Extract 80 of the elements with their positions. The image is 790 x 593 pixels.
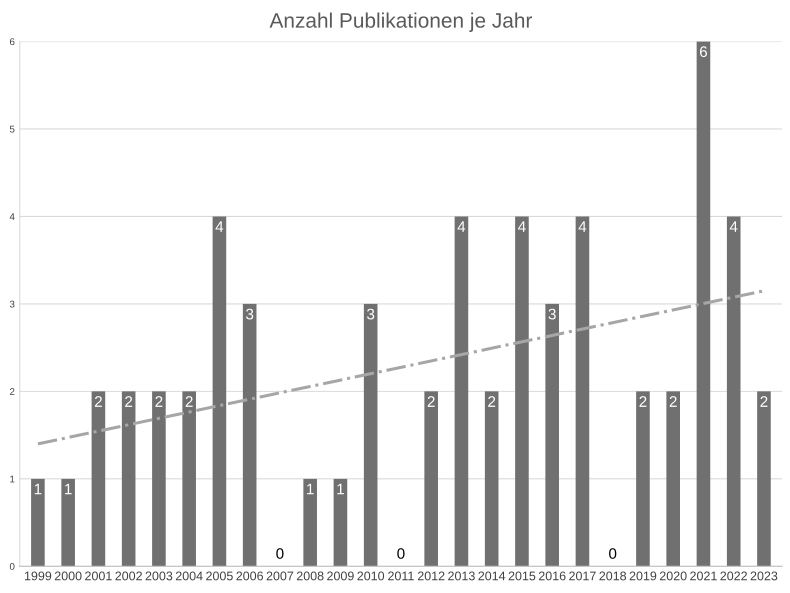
x-tick-label: 2008 bbox=[296, 572, 324, 580]
data-label: 2 bbox=[639, 396, 646, 407]
x-tick-label: 2006 bbox=[236, 572, 264, 580]
bar bbox=[515, 216, 529, 566]
x-tick-label: 2005 bbox=[206, 572, 233, 580]
x-tick-label: 2017 bbox=[569, 572, 596, 580]
bar bbox=[666, 391, 680, 566]
bar bbox=[31, 478, 45, 566]
data-label: 2 bbox=[94, 396, 102, 407]
bar bbox=[364, 304, 378, 566]
bar bbox=[152, 391, 166, 566]
x-tick-label: 2009 bbox=[327, 572, 354, 580]
y-tick-label: 0 bbox=[10, 563, 15, 570]
x-tick-label: 2018 bbox=[599, 572, 626, 580]
x-tick-label: 2003 bbox=[146, 572, 172, 580]
y-tick-label: 1 bbox=[10, 476, 14, 482]
data-label: 0 bbox=[397, 548, 405, 559]
x-tick-label: 2011 bbox=[388, 572, 414, 580]
x-tick-label: 2022 bbox=[720, 572, 747, 580]
bar bbox=[424, 391, 438, 566]
data-label: 3 bbox=[548, 308, 556, 320]
data-label: 2 bbox=[760, 396, 768, 407]
bar bbox=[92, 391, 106, 566]
data-label: 2 bbox=[488, 396, 496, 407]
bar bbox=[454, 216, 468, 566]
data-label: 0 bbox=[609, 548, 616, 559]
data-label: 6 bbox=[700, 46, 708, 58]
bar bbox=[545, 304, 559, 566]
x-tick-label: 2007 bbox=[266, 572, 294, 580]
bar bbox=[576, 216, 590, 566]
bar bbox=[636, 391, 650, 566]
data-label: 0 bbox=[276, 548, 284, 559]
data-label: 2 bbox=[125, 396, 132, 407]
bar bbox=[303, 478, 317, 566]
x-tick-label: 2012 bbox=[418, 572, 444, 580]
x-tick-label: 1999 bbox=[24, 572, 52, 580]
bar bbox=[122, 391, 136, 566]
bar bbox=[182, 391, 196, 566]
x-tick-label: 2001 bbox=[85, 572, 112, 580]
x-tick-label: 2010 bbox=[357, 572, 384, 580]
data-label: 4 bbox=[730, 221, 738, 232]
data-label: 3 bbox=[246, 308, 254, 320]
data-label: 2 bbox=[670, 396, 677, 407]
data-label: 3 bbox=[367, 308, 374, 320]
y-tick-label: 5 bbox=[10, 126, 14, 133]
bar bbox=[757, 391, 771, 566]
data-label: 1 bbox=[337, 484, 344, 494]
x-tick-label: 2020 bbox=[660, 572, 687, 580]
data-label: 2 bbox=[186, 396, 193, 407]
bar bbox=[696, 42, 710, 566]
x-tick-label: 2016 bbox=[538, 572, 566, 580]
data-label: 1 bbox=[65, 484, 72, 494]
x-tick-label: 2004 bbox=[176, 572, 203, 580]
bar bbox=[726, 216, 741, 566]
data-label: 4 bbox=[216, 221, 224, 232]
bar bbox=[334, 478, 348, 566]
x-tick-label: 2019 bbox=[630, 572, 656, 580]
x-tick-label: 2000 bbox=[54, 572, 82, 580]
bar bbox=[61, 478, 75, 566]
chart-title: Anzahl Publikationen je Jahr bbox=[270, 12, 532, 32]
x-tick-label: 2023 bbox=[750, 572, 778, 580]
y-tick-label: 6 bbox=[10, 38, 14, 46]
data-label: 1 bbox=[34, 484, 42, 494]
bar bbox=[484, 391, 498, 566]
y-tick-label: 3 bbox=[10, 300, 14, 308]
bar bbox=[212, 216, 226, 566]
data-label: 4 bbox=[578, 221, 586, 232]
y-tick-label: 2 bbox=[10, 388, 14, 395]
x-tick-label: 2013 bbox=[448, 572, 475, 580]
x-tick-label: 2015 bbox=[508, 572, 536, 580]
data-label: 2 bbox=[428, 396, 435, 407]
bar bbox=[242, 304, 256, 566]
data-label: 2 bbox=[155, 396, 162, 407]
x-tick-label: 2021 bbox=[690, 572, 717, 580]
x-tick-label: 2014 bbox=[478, 572, 506, 580]
x-tick-label: 2002 bbox=[115, 572, 142, 580]
y-tick-label: 4 bbox=[10, 213, 15, 220]
data-label: 4 bbox=[458, 221, 466, 232]
data-label: 1 bbox=[307, 484, 314, 494]
data-label: 4 bbox=[518, 221, 526, 232]
